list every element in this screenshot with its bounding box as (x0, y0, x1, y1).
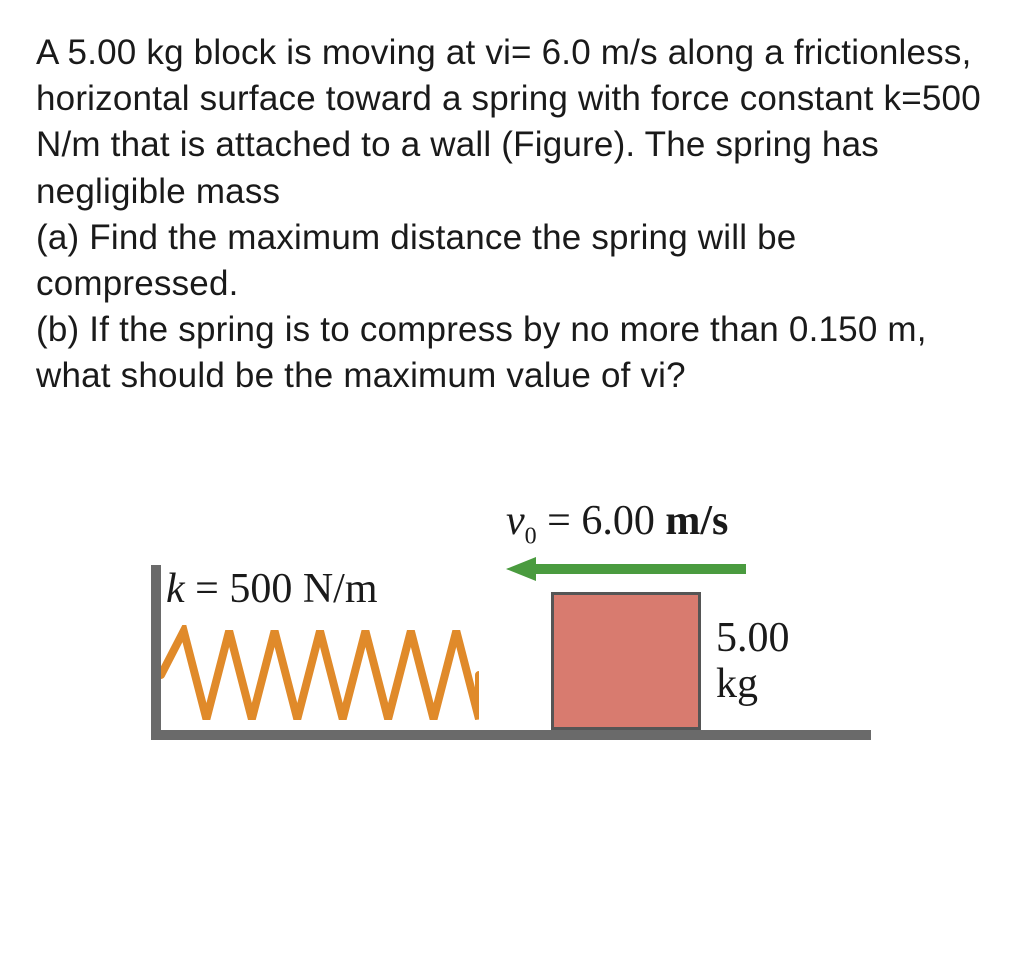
problem-intro: A 5.00 kg block is moving at vi= 6.0 m/s… (36, 33, 981, 211)
problem-part-a: (a) Find the maximum distance the spring… (36, 218, 796, 303)
arrow-head-icon (506, 557, 536, 581)
mass-value: 5.00 (716, 615, 790, 661)
v-value: 6.00 (581, 498, 655, 544)
k-unit: N/m (303, 566, 378, 612)
spring-icon (161, 625, 479, 725)
spring-constant-label: k = 500 N/m (166, 565, 378, 613)
v-subscript: 0 (525, 523, 537, 549)
v-symbol: v (506, 498, 525, 544)
block (551, 592, 701, 730)
v-unit: m/s (665, 498, 728, 544)
wall (151, 565, 161, 740)
k-symbol: k (166, 566, 185, 612)
mass-unit: kg (716, 661, 758, 707)
problem-statement: A 5.00 kg block is moving at vi= 6.0 m/s… (36, 30, 988, 400)
figure: v0 = 6.00 m/s k = 500 N/m 5.00 kg (111, 485, 911, 775)
velocity-arrow-icon (506, 557, 746, 579)
v-eq: = (537, 498, 582, 544)
problem-part-b: (b) If the spring is to compress by no m… (36, 310, 927, 395)
mass-label: 5.00 kg (716, 615, 790, 707)
arrow-shaft (534, 564, 746, 574)
velocity-label: v0 = 6.00 m/s (506, 497, 728, 550)
floor (151, 730, 871, 740)
k-eq: = (185, 566, 230, 612)
k-value: 500 (229, 566, 292, 612)
